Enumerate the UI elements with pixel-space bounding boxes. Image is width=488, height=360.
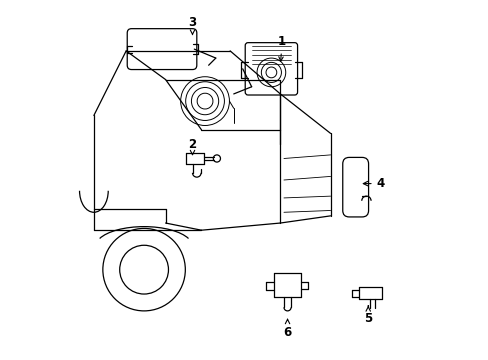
Text: 1: 1 — [278, 35, 285, 61]
Text: 2: 2 — [188, 138, 196, 155]
Text: 4: 4 — [363, 177, 384, 190]
Text: 6: 6 — [283, 319, 291, 339]
Text: 5: 5 — [364, 306, 371, 325]
Text: 3: 3 — [188, 16, 196, 35]
